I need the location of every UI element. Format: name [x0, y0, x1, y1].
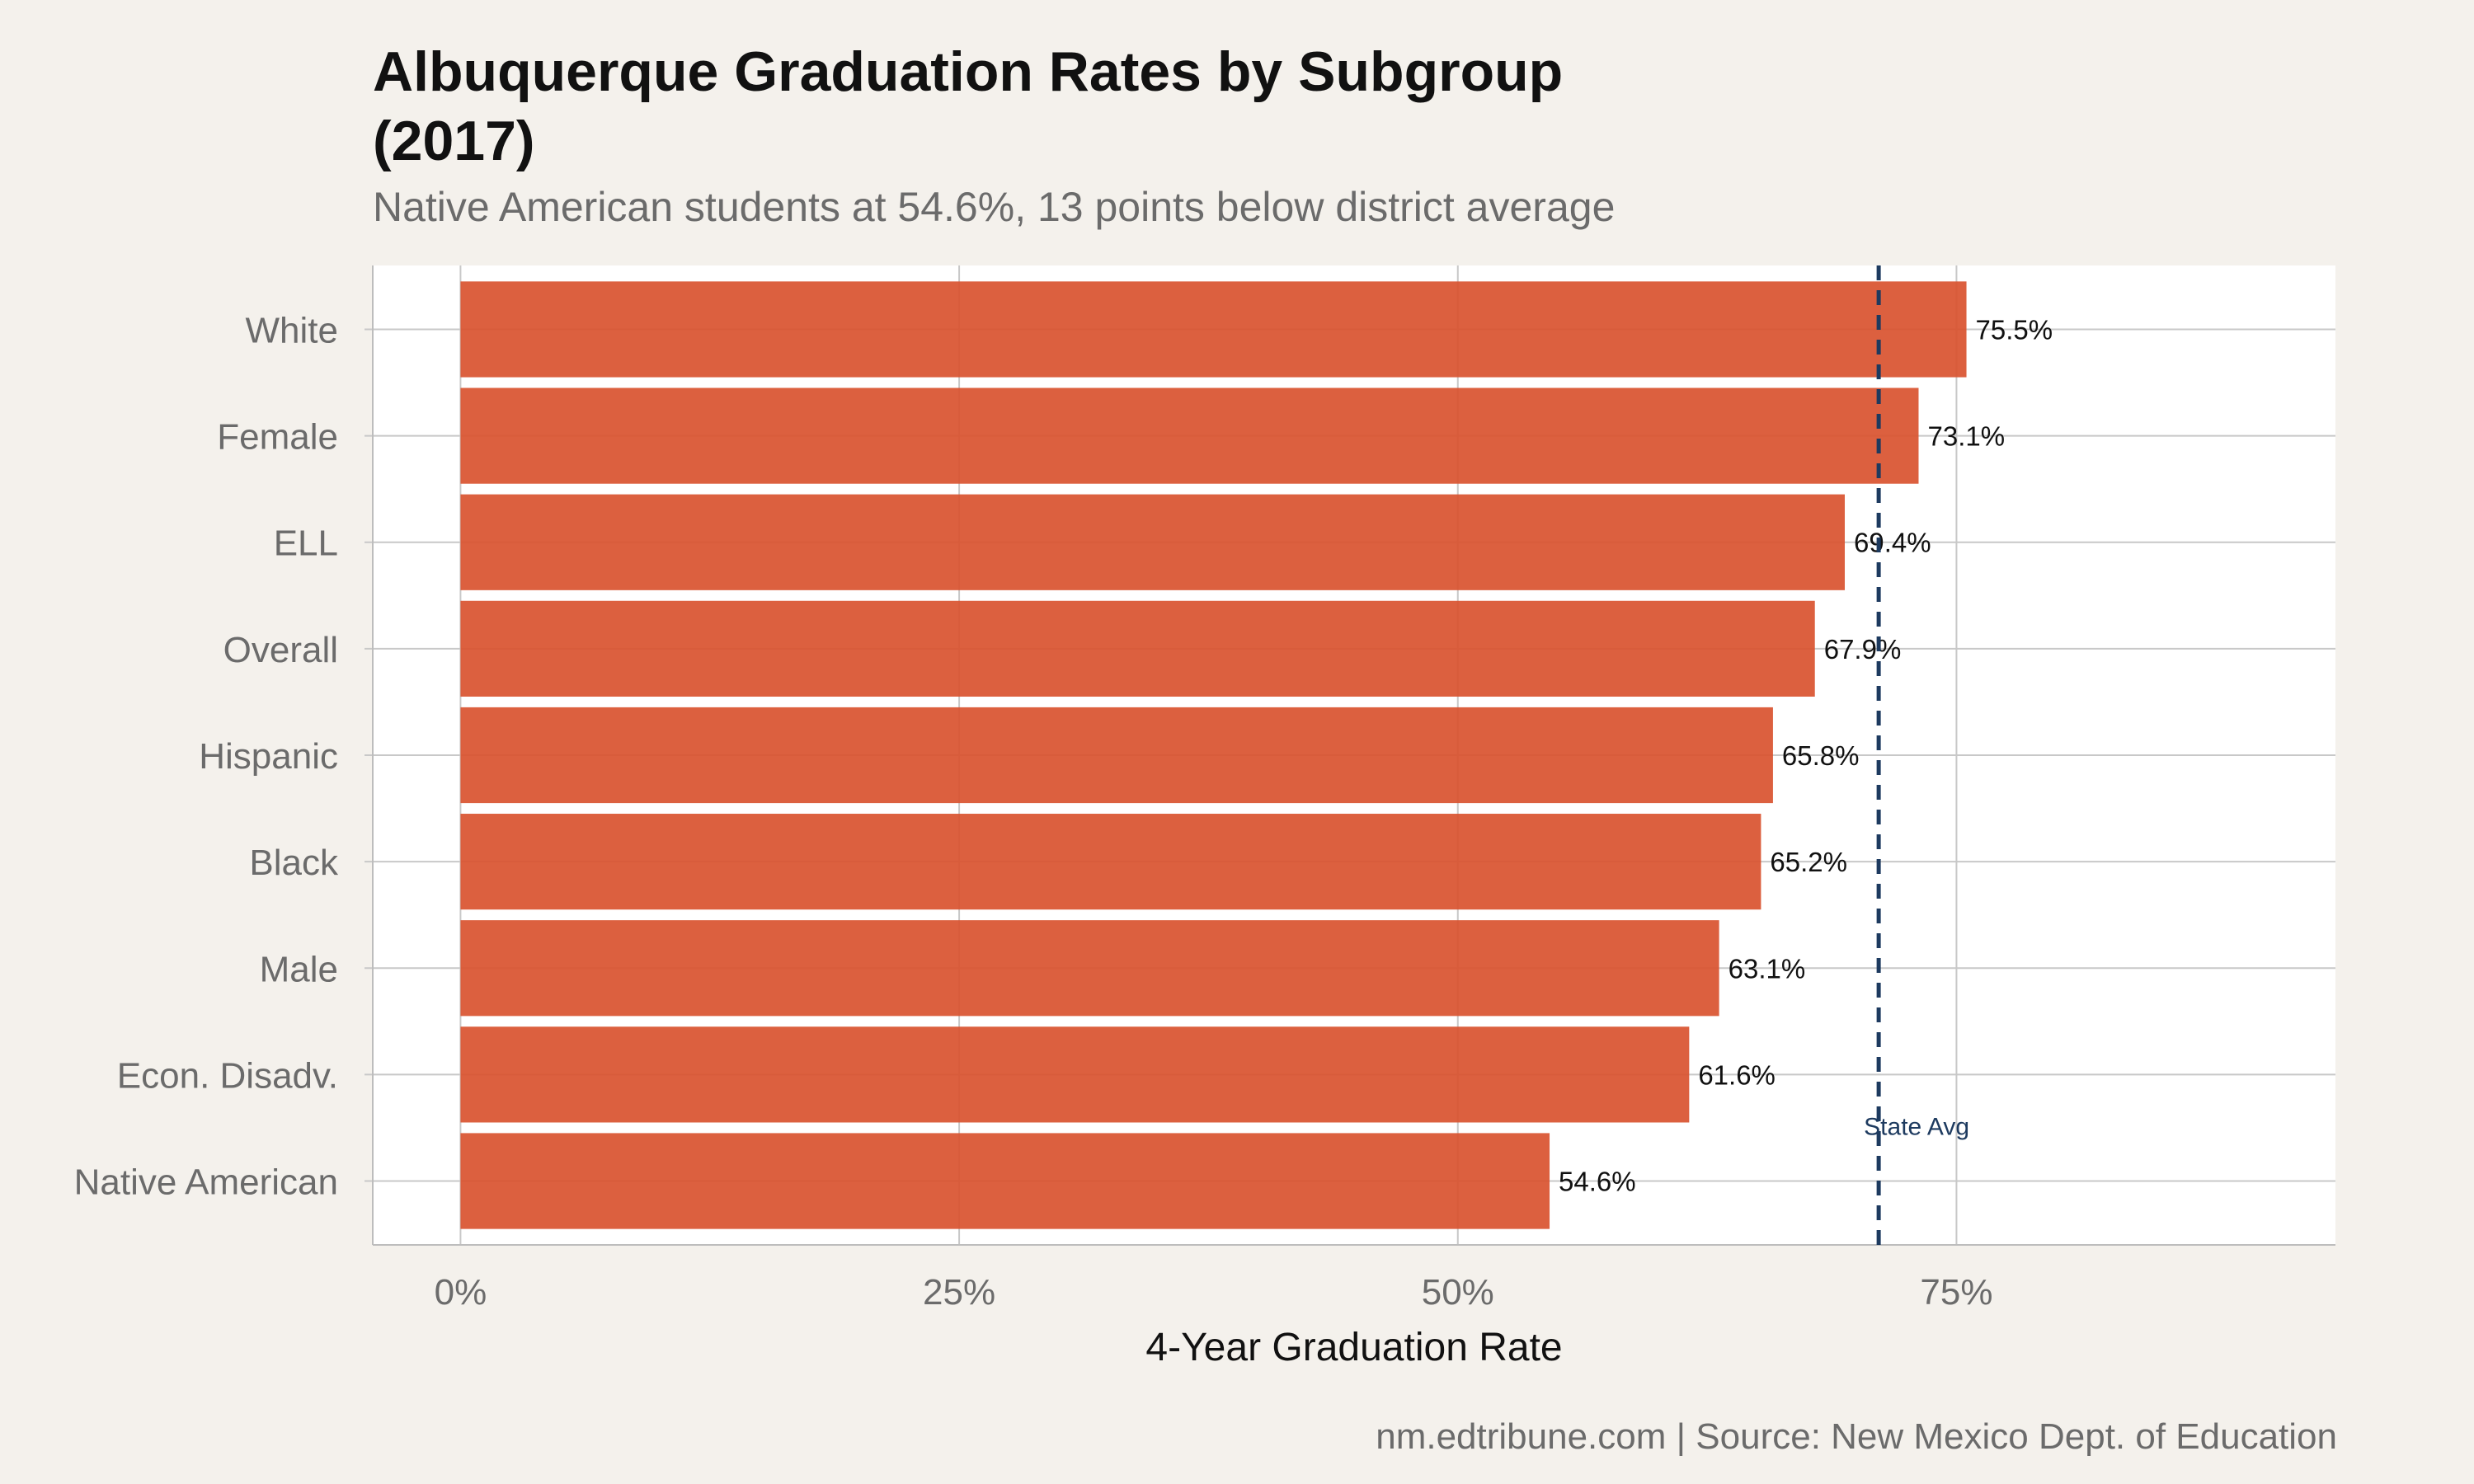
bar: [460, 814, 1761, 910]
bar: [460, 494, 1845, 590]
bar: [460, 707, 1773, 804]
bar: [460, 387, 1919, 484]
y-tick-label: White: [246, 310, 338, 350]
bar: [460, 1026, 1690, 1123]
x-axis-title: 4-Year Graduation Rate: [1145, 1326, 1562, 1369]
bar-value-label: 54.6%: [1559, 1167, 1636, 1197]
bar-value-label: 61.6%: [1698, 1059, 1776, 1090]
y-tick-label: Native American: [74, 1162, 338, 1203]
x-tick-label: 50%: [1422, 1272, 1494, 1313]
x-tick-label: 0%: [435, 1272, 487, 1313]
bar: [460, 281, 1967, 378]
source-caption: nm.edtribune.com | Source: New Mexico De…: [1376, 1416, 2337, 1457]
bar: [460, 600, 1815, 697]
bar-value-label: 73.1%: [1927, 421, 2005, 452]
bar: [460, 920, 1719, 1017]
y-tick-label: Male: [260, 949, 338, 989]
x-tick-label: 75%: [1920, 1272, 1992, 1313]
chart-title: Albuquerque Graduation Rates by Subgroup…: [373, 40, 1564, 172]
y-tick-label: Econ. Disadv.: [117, 1055, 338, 1096]
y-tick-label: Hispanic: [199, 736, 338, 777]
y-tick-label: Overall: [223, 630, 338, 670]
y-tick-label: Black: [249, 843, 339, 883]
chart-subtitle: Native American students at 54.6%, 13 po…: [373, 184, 1616, 230]
state-average-label: State Avg: [1864, 1114, 1969, 1141]
bar-value-label: 75.5%: [1976, 314, 2053, 345]
y-tick-label: ELL: [274, 524, 338, 564]
bar-value-label: 69.4%: [1854, 528, 1931, 558]
bar: [460, 1133, 1550, 1229]
bar-value-label: 65.8%: [1782, 740, 1860, 771]
bar-value-label: 63.1%: [1729, 953, 1806, 984]
bar-value-label: 67.9%: [1824, 634, 1902, 665]
x-tick-label: 25%: [923, 1272, 995, 1313]
bar-value-label: 65.2%: [1770, 847, 1847, 877]
y-tick-label: Female: [217, 417, 338, 458]
